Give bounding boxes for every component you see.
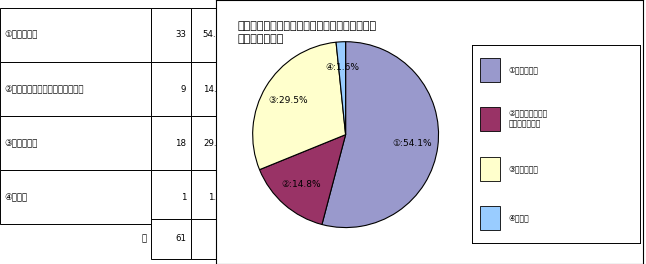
Bar — [151, 170, 191, 224]
Text: ④無回答: ④無回答 — [5, 193, 28, 202]
Bar — [0, 116, 151, 170]
Text: ④無回答: ④無回答 — [508, 214, 529, 223]
Wedge shape — [260, 135, 346, 224]
Text: ③:29.5%: ③:29.5% — [269, 96, 308, 105]
Bar — [480, 206, 500, 230]
Bar — [0, 170, 151, 224]
Bar — [191, 62, 233, 116]
Text: 1: 1 — [180, 193, 186, 202]
Bar — [151, 62, 191, 116]
Text: 33: 33 — [175, 30, 186, 40]
Bar — [191, 170, 233, 224]
Wedge shape — [253, 42, 346, 170]
Wedge shape — [322, 42, 439, 228]
Bar — [151, 116, 191, 170]
Text: 61: 61 — [175, 234, 186, 243]
Text: 18: 18 — [175, 139, 186, 148]
Text: ③わからない: ③わからない — [5, 139, 38, 148]
Text: ①:54.1%: ①:54.1% — [392, 139, 432, 148]
Text: 29.5%: 29.5% — [203, 139, 230, 148]
Bar — [480, 107, 500, 131]
Text: 1.6%: 1.6% — [209, 193, 230, 202]
Text: 14.8%: 14.8% — [203, 84, 230, 94]
Wedge shape — [336, 42, 346, 135]
Text: ②取組に反映する
までに至らない: ②取組に反映する までに至らない — [508, 110, 548, 129]
Text: 得られた知識を今後、市町村での取組に活かす
可能性があるか: 得られた知識を今後、市町村での取組に活かす 可能性があるか — [238, 21, 377, 44]
Bar — [191, 116, 233, 170]
Text: 54.1%: 54.1% — [203, 30, 230, 40]
Text: ②:14.8%: ②:14.8% — [282, 180, 321, 189]
Bar — [151, 219, 191, 259]
Text: ①可能性あり: ①可能性あり — [5, 30, 38, 40]
Bar — [480, 157, 500, 181]
Text: 9: 9 — [181, 84, 186, 94]
Bar — [480, 58, 500, 82]
Bar — [0, 8, 151, 62]
Text: ①可能性あり: ①可能性あり — [508, 65, 539, 74]
Bar — [191, 219, 233, 259]
Text: ④:1.6%: ④:1.6% — [325, 63, 359, 72]
Text: ③わからない: ③わからない — [508, 164, 539, 173]
Bar — [191, 8, 233, 62]
Bar — [0, 62, 151, 116]
Text: ②取組に反映するまでに至らない: ②取組に反映するまでに至らない — [5, 84, 84, 94]
Text: 計: 計 — [141, 234, 147, 243]
Bar — [151, 8, 191, 62]
